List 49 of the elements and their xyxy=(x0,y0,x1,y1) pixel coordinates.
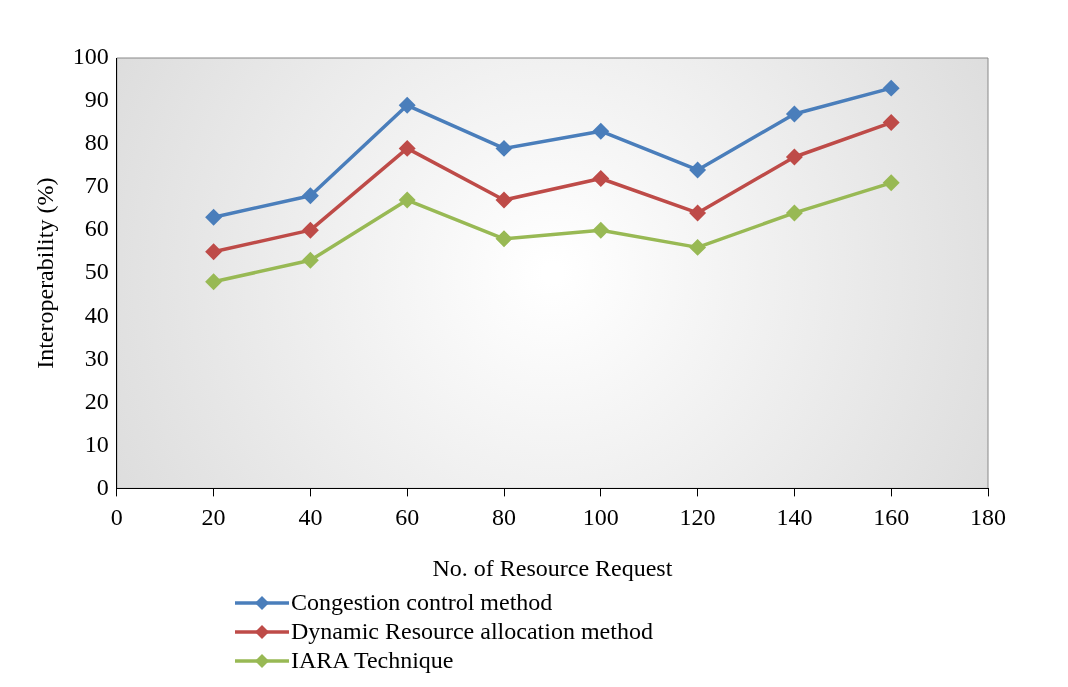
y-tick-label: 10 xyxy=(84,430,109,457)
x-tick-label: 60 xyxy=(395,504,420,531)
point xyxy=(302,252,319,269)
point xyxy=(786,205,803,221)
point xyxy=(399,97,415,114)
point xyxy=(689,162,706,178)
y-tick-label: 80 xyxy=(84,129,109,156)
point xyxy=(496,140,512,157)
x-tick-label: 100 xyxy=(582,504,619,531)
point xyxy=(302,222,319,238)
legend-label: IARA Technique xyxy=(291,646,454,675)
point xyxy=(593,123,609,139)
x-tick-label: 120 xyxy=(679,504,716,531)
y-tick-label: 30 xyxy=(84,344,109,371)
point xyxy=(689,205,706,221)
x-tick-label: 160 xyxy=(873,504,910,531)
point xyxy=(399,140,415,157)
x-tick-label: 180 xyxy=(970,504,1006,531)
point xyxy=(205,209,222,225)
y-tick-label: 90 xyxy=(84,86,109,113)
y-tick-label: 60 xyxy=(84,215,109,242)
y-tick-label: 0 xyxy=(96,473,109,500)
x-tick-label: 80 xyxy=(492,504,516,531)
y-tick-label: 20 xyxy=(84,387,109,414)
point xyxy=(302,187,319,204)
point xyxy=(399,192,415,208)
x-tick-label: 20 xyxy=(201,504,226,531)
x-axis-title: No. of Resource Request xyxy=(432,554,673,581)
x-tick-label: 40 xyxy=(298,504,323,531)
x-tick-label: 140 xyxy=(776,504,813,531)
y-axis-title: Interoperability (%) xyxy=(31,177,58,369)
point xyxy=(689,239,706,256)
y-tick-label: 70 xyxy=(84,172,109,199)
point xyxy=(496,231,512,247)
point xyxy=(786,149,803,165)
point xyxy=(883,114,899,131)
legend-label: Congestion control method xyxy=(291,588,553,617)
y-tick-label: 40 xyxy=(84,301,109,328)
point xyxy=(496,192,512,208)
y-tick-label: 100 xyxy=(72,43,109,70)
point xyxy=(593,222,609,238)
point xyxy=(883,175,899,191)
point xyxy=(593,170,609,187)
point xyxy=(883,80,899,96)
legend-label: Dynamic Resource allocation method xyxy=(291,617,653,646)
point xyxy=(205,274,222,290)
point xyxy=(786,106,803,122)
y-tick-label: 50 xyxy=(84,258,109,285)
point xyxy=(205,243,222,260)
